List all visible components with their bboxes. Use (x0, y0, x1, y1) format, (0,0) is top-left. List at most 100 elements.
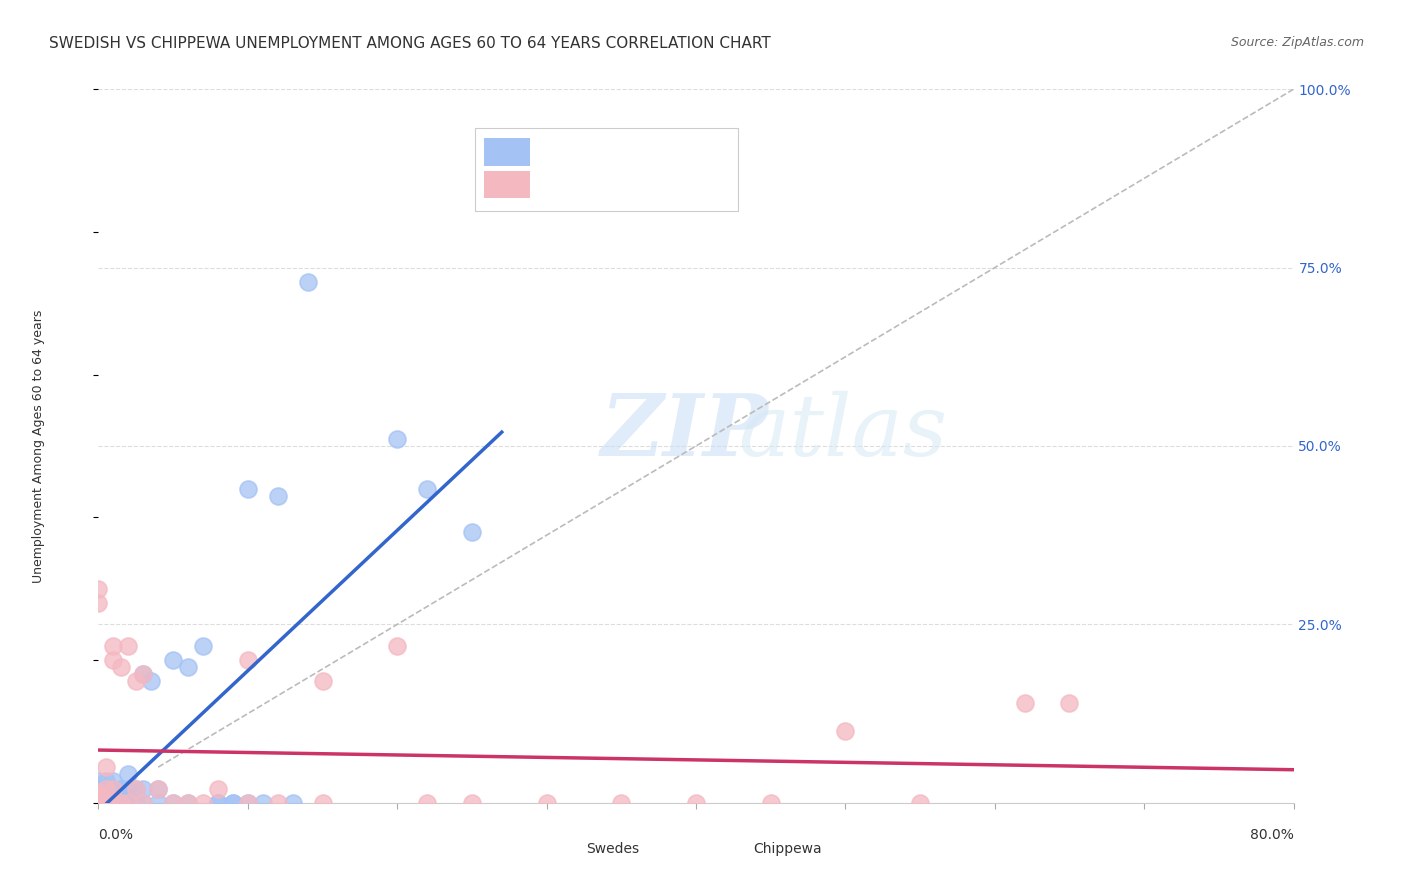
Point (87, 596, 110, 610)
Text: Chippewa: Chippewa (754, 842, 823, 856)
Text: R =: R = (544, 142, 586, 161)
Point (834, 724, 856, 739)
Point (117, 796, 139, 810)
Point (162, 796, 184, 810)
FancyBboxPatch shape (485, 138, 530, 166)
Point (236, 796, 259, 810)
Point (385, 432, 409, 446)
Point (177, 796, 200, 810)
Point (110, 789, 132, 803)
Point (297, 275, 319, 289)
Point (87, 796, 110, 810)
Point (103, 653, 125, 667)
Point (132, 667, 155, 681)
Text: Source: ZipAtlas.com: Source: ZipAtlas.com (1230, 36, 1364, 49)
Point (536, 796, 558, 810)
Point (94, 781, 117, 796)
Point (610, 796, 633, 810)
Point (207, 781, 229, 796)
Point (1014, 696, 1036, 710)
Point (685, 796, 707, 810)
Point (267, 796, 290, 810)
FancyBboxPatch shape (475, 128, 738, 211)
Text: atlas: atlas (738, 391, 946, 473)
Point (125, 781, 148, 796)
Point (132, 796, 155, 810)
Point (236, 796, 259, 810)
FancyBboxPatch shape (485, 170, 530, 198)
Point (125, 781, 148, 796)
Point (125, 674, 148, 689)
Text: N =: N = (637, 142, 679, 161)
Text: ZIP: ZIP (600, 390, 768, 474)
Text: 42: 42 (669, 174, 695, 193)
Point (87, 785, 110, 799)
Text: SWEDISH VS CHIPPEWA UNEMPLOYMENT AMONG AGES 60 TO 64 YEARS CORRELATION CHART: SWEDISH VS CHIPPEWA UNEMPLOYMENT AMONG A… (49, 36, 770, 51)
Point (87, 781, 110, 796)
Point (117, 781, 139, 796)
Point (461, 796, 484, 810)
Point (110, 781, 132, 796)
Point (252, 796, 274, 810)
Point (87, 582, 110, 596)
Point (103, 796, 125, 810)
Point (162, 653, 184, 667)
Text: Swedes: Swedes (586, 842, 640, 856)
Point (236, 653, 259, 667)
Point (103, 781, 125, 796)
Point (117, 767, 139, 781)
Point (759, 796, 782, 810)
Point (117, 639, 139, 653)
Point (207, 796, 229, 810)
Point (103, 781, 125, 796)
Text: N =: N = (637, 174, 679, 193)
Point (110, 796, 132, 810)
Point (311, 674, 333, 689)
Point (177, 660, 200, 674)
Point (94, 781, 117, 796)
Point (87, 792, 110, 806)
Point (117, 796, 139, 810)
Point (110, 660, 132, 674)
Point (311, 796, 333, 810)
Point (191, 639, 214, 653)
Text: Unemployment Among Ages 60 to 64 years: Unemployment Among Ages 60 to 64 years (32, 310, 45, 582)
Text: 0.653: 0.653 (576, 142, 633, 161)
Point (103, 774, 125, 789)
Point (416, 796, 439, 810)
Point (148, 781, 170, 796)
Point (148, 781, 170, 796)
Point (222, 796, 245, 810)
Point (385, 639, 409, 653)
Point (110, 796, 132, 810)
Point (207, 796, 229, 810)
Point (132, 796, 155, 810)
Text: 80.0%: 80.0% (1250, 828, 1294, 842)
Point (132, 667, 155, 681)
Point (236, 482, 259, 496)
Point (125, 796, 148, 810)
Point (222, 796, 245, 810)
Point (103, 796, 125, 810)
Point (87, 774, 110, 789)
Point (148, 796, 170, 810)
Point (94, 796, 117, 810)
Point (94, 774, 117, 789)
Point (87, 792, 110, 806)
Point (103, 796, 125, 810)
Point (162, 796, 184, 810)
FancyBboxPatch shape (720, 840, 747, 858)
Point (87, 785, 110, 799)
Point (94, 796, 117, 810)
Text: 0.102: 0.102 (576, 174, 631, 193)
Point (103, 639, 125, 653)
Point (281, 796, 304, 810)
Point (461, 524, 484, 539)
Text: 0.0%: 0.0% (98, 828, 134, 842)
Point (267, 489, 290, 503)
Point (1059, 696, 1081, 710)
Point (908, 796, 931, 810)
Point (94, 789, 117, 803)
Point (117, 789, 139, 803)
Point (139, 674, 162, 689)
